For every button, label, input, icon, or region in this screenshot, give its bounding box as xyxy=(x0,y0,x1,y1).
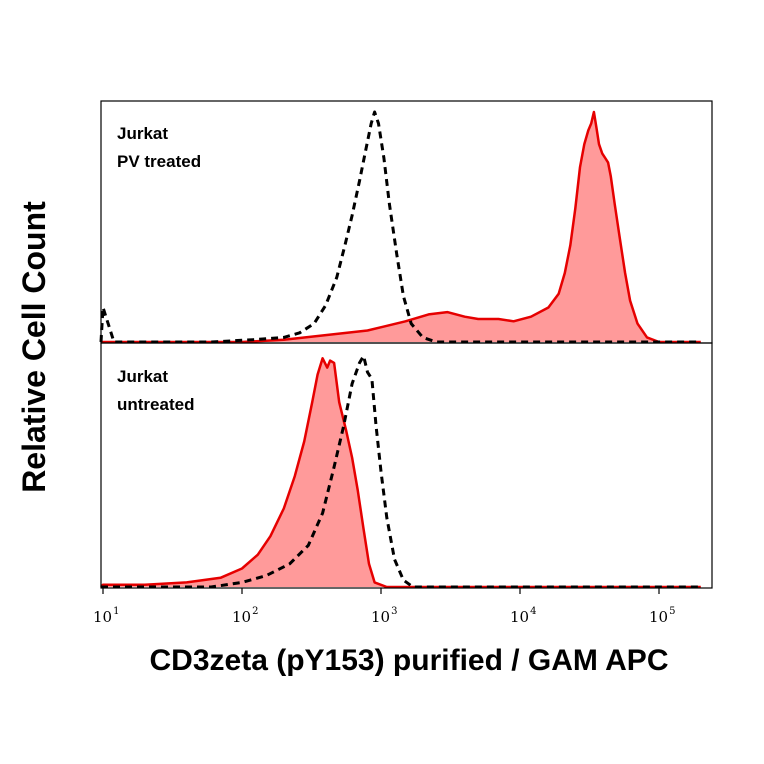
y-axis-title: Relative Cell Count xyxy=(16,201,52,493)
panel-1-stained-area xyxy=(101,358,701,587)
panel-top-label-line1: Jurkat xyxy=(117,124,168,143)
x-tick-label-2: 103 xyxy=(371,606,397,626)
x-tick-label-4: 105 xyxy=(649,606,675,626)
panel-0-stained-line xyxy=(101,110,701,344)
panel-bottom-label-line2: untreated xyxy=(117,395,194,414)
panel-1-stained-line xyxy=(100,357,701,589)
panel-pv-treated xyxy=(99,110,701,344)
x-axis-title: CD3zeta (pY153) purified / GAM APC xyxy=(150,644,669,677)
panel-0-stained-area xyxy=(101,112,701,342)
panel-top-label-line2: PV treated xyxy=(117,152,201,171)
panel-bottom-frame xyxy=(100,342,713,589)
panel-bottom-label-line1: Jurkat xyxy=(117,367,168,386)
panel-1-control-line xyxy=(101,354,701,589)
x-tick-label-0: 101 xyxy=(93,606,119,626)
panel-0-control-line xyxy=(99,110,701,344)
x-axis-ticks: 101 102 103 104 105 xyxy=(93,588,675,626)
x-tick-label-1: 102 xyxy=(232,606,258,626)
x-tick-label-3: 104 xyxy=(510,606,536,626)
panel-untreated xyxy=(100,354,701,589)
